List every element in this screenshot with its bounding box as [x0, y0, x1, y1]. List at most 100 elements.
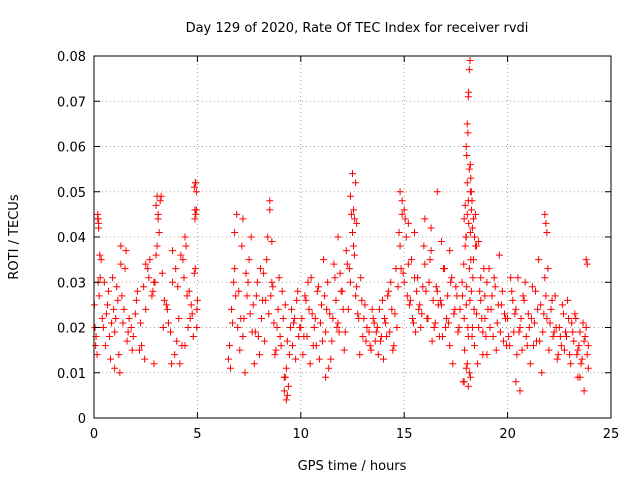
data-point — [420, 242, 428, 250]
data-point — [193, 296, 201, 304]
data-point — [155, 228, 163, 236]
data-point — [312, 342, 320, 350]
data-point — [307, 274, 315, 282]
data-point — [467, 174, 475, 182]
data-point — [189, 333, 197, 341]
data-point — [463, 210, 471, 218]
data-point — [465, 369, 473, 377]
data-point — [110, 305, 118, 313]
data-point — [94, 215, 102, 223]
data-point — [340, 346, 348, 354]
data-point — [580, 337, 588, 345]
data-point — [429, 296, 437, 304]
data-point — [107, 355, 115, 363]
data-point — [480, 265, 488, 273]
data-point — [404, 219, 412, 227]
data-point — [372, 328, 380, 336]
data-point — [335, 328, 343, 336]
data-point — [443, 314, 451, 322]
data-point — [362, 337, 370, 345]
data-point — [505, 333, 513, 341]
data-point — [292, 355, 300, 363]
data-point — [404, 260, 412, 268]
data-point — [229, 319, 237, 327]
data-point — [283, 337, 291, 345]
data-point — [301, 292, 309, 300]
data-point — [168, 360, 176, 368]
data-point — [481, 292, 489, 300]
data-point — [286, 324, 294, 331]
y-tick-label: 0.03 — [57, 276, 86, 291]
data-point — [191, 265, 199, 273]
data-point — [154, 215, 162, 223]
data-point — [486, 324, 494, 331]
data-point — [137, 319, 145, 327]
data-point — [542, 219, 550, 227]
data-point — [353, 219, 361, 227]
data-point — [177, 251, 185, 259]
data-point — [188, 310, 196, 318]
data-point — [109, 274, 117, 282]
data-point — [121, 265, 129, 273]
data-point — [539, 328, 547, 336]
data-point — [242, 269, 250, 277]
data-point — [350, 206, 358, 214]
data-point — [475, 324, 483, 331]
data-point — [352, 179, 360, 187]
data-point — [382, 319, 390, 327]
data-point — [451, 305, 459, 313]
data-point — [449, 360, 457, 368]
data-point — [544, 265, 552, 273]
data-point — [361, 301, 369, 309]
data-point — [428, 337, 436, 345]
data-point — [231, 265, 239, 273]
data-point — [274, 305, 282, 313]
data-point — [413, 287, 421, 295]
data-point — [466, 228, 474, 236]
data-point — [465, 66, 473, 74]
data-point — [494, 301, 502, 309]
data-point — [538, 369, 546, 377]
data-point — [574, 373, 582, 381]
data-point — [269, 283, 277, 291]
data-point — [308, 310, 316, 318]
data-point — [576, 328, 584, 336]
data-point — [153, 192, 161, 200]
data-point — [192, 206, 200, 214]
data-point — [560, 346, 568, 354]
data-point — [465, 165, 473, 173]
data-point — [477, 274, 485, 282]
data-point — [513, 351, 521, 359]
data-point — [259, 296, 267, 304]
data-point — [294, 287, 302, 295]
data-point — [328, 337, 336, 345]
data-point — [418, 310, 426, 318]
data-point — [549, 333, 557, 341]
data-point — [349, 170, 356, 178]
data-point — [127, 324, 135, 331]
data-point — [432, 283, 440, 291]
data-point — [400, 206, 408, 214]
data-point — [349, 228, 356, 236]
data-point — [363, 324, 371, 331]
data-point — [434, 301, 442, 309]
data-point — [238, 242, 246, 250]
data-point — [464, 129, 472, 137]
data-point — [584, 342, 592, 350]
data-point — [572, 314, 580, 322]
data-point — [272, 346, 280, 354]
data-point — [258, 314, 266, 322]
data-point — [357, 274, 365, 282]
data-point — [120, 305, 128, 313]
data-point — [293, 296, 301, 304]
data-point — [526, 360, 534, 368]
data-point — [580, 387, 588, 395]
data-point — [528, 283, 536, 291]
data-point — [160, 296, 168, 304]
data-point — [271, 351, 279, 359]
data-point — [577, 360, 585, 368]
x-tick-labels: 0 5 10 15 20 25 — [90, 427, 619, 442]
data-point — [532, 287, 540, 295]
data-point — [466, 373, 474, 381]
data-point — [431, 319, 439, 327]
